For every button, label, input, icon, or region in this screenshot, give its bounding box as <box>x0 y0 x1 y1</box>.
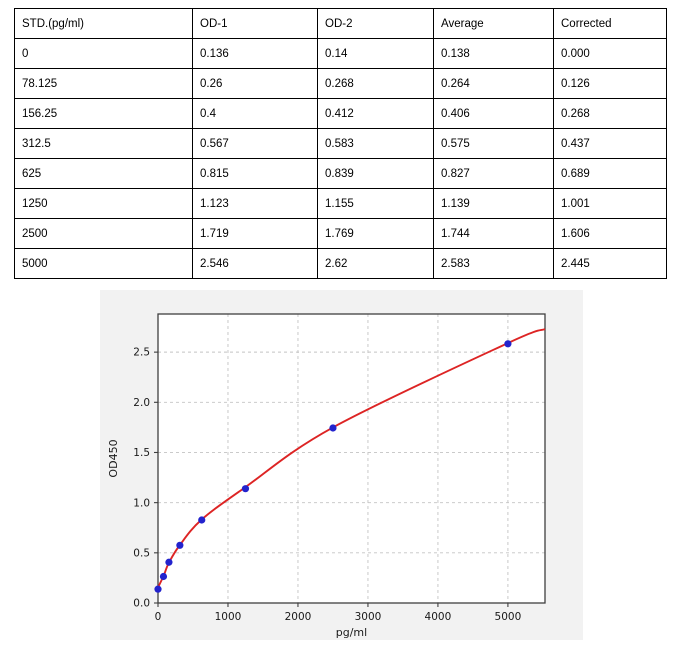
table-cell: 0.437 <box>553 128 667 159</box>
data-point <box>154 585 162 593</box>
data-point <box>329 424 337 432</box>
table-cell: 0.412 <box>317 98 434 129</box>
table-cell: 0.583 <box>317 128 434 159</box>
table-cell: 0.689 <box>553 158 667 189</box>
table-cell: 0.136 <box>192 38 318 69</box>
table-cell: 0.406 <box>433 98 554 129</box>
table-cell: 0 <box>14 38 193 69</box>
standards-table: STD.(pg/ml) OD-1 OD-2 Average Corrected 0 0.1… <box>14 8 667 279</box>
column-header: Average <box>433 8 554 39</box>
y-tick-label: 0.0 <box>133 598 150 610</box>
table-cell: 1.769 <box>317 218 434 249</box>
column-header: Corrected <box>553 8 667 39</box>
y-tick-label: 0.5 <box>133 547 150 559</box>
table-cell: 0.839 <box>317 158 434 189</box>
data-point <box>165 558 173 566</box>
table-row: 312.5 0.567 0.583 0.575 0.437 <box>14 128 667 159</box>
table-cell: 1.155 <box>317 188 434 219</box>
x-tick-label: 5000 <box>495 611 522 623</box>
table-cell: 0.268 <box>553 98 667 129</box>
standards-table-body: 0 0.136 0.14 0.138 0.000 78.125 0.26 0.268 0.264… <box>14 38 667 279</box>
fit-curve <box>157 328 546 588</box>
table-cell: 1.123 <box>192 188 318 219</box>
y-tick-label: 2.0 <box>133 397 150 409</box>
table-cell: 0.575 <box>433 128 554 159</box>
table-cell: 0.000 <box>553 38 667 69</box>
table-cell: 1.606 <box>553 218 667 249</box>
table-cell: 0.26 <box>192 68 318 99</box>
x-tick-label: 2000 <box>285 611 312 623</box>
table-cell: 0.138 <box>433 38 554 69</box>
x-axis-label: pg/ml <box>336 626 367 639</box>
table-cell: 0.827 <box>433 158 554 189</box>
table-cell: 0.4 <box>192 98 318 129</box>
table-cell: 0.264 <box>433 68 554 99</box>
x-tick-label: 0 <box>155 611 162 623</box>
table-cell: 1250 <box>14 188 193 219</box>
standards-table-head: STD.(pg/ml) OD-1 OD-2 Average Corrected <box>14 8 667 39</box>
column-header: OD-2 <box>317 8 434 39</box>
table-cell: 5000 <box>14 248 193 279</box>
table-cell: 2.583 <box>433 248 554 279</box>
table-cell: 0.815 <box>192 158 318 189</box>
data-point <box>198 516 206 524</box>
table-cell: 0.126 <box>553 68 667 99</box>
plot-area <box>158 314 545 603</box>
table-cell: 625 <box>14 158 193 189</box>
table-row: 0 0.136 0.14 0.138 0.000 <box>14 38 667 69</box>
table-cell: 0.567 <box>192 128 318 159</box>
table-row: 625 0.815 0.839 0.827 0.689 <box>14 158 667 189</box>
table-cell: 78.125 <box>14 68 193 99</box>
x-tick-label: 1000 <box>215 611 242 623</box>
table-cell: 0.268 <box>317 68 434 99</box>
table-cell: 1.001 <box>553 188 667 219</box>
y-tick-label: 2.5 <box>133 347 150 359</box>
x-tick-label: 3000 <box>355 611 382 623</box>
y-axis-label: OD450 <box>107 439 120 477</box>
table-cell: 312.5 <box>14 128 193 159</box>
table-row: 5000 2.546 2.62 2.583 2.445 <box>14 248 667 279</box>
table-cell: 1.744 <box>433 218 554 249</box>
table-row: 1250 1.123 1.155 1.139 1.001 <box>14 188 667 219</box>
table-cell: 2.546 <box>192 248 318 279</box>
table-row: 78.125 0.26 0.268 0.264 0.126 <box>14 68 667 99</box>
table-row: 156.25 0.4 0.412 0.406 0.268 <box>14 98 667 129</box>
y-tick-label: 1.5 <box>133 447 150 459</box>
table-cell: 2.445 <box>553 248 667 279</box>
data-point <box>159 572 168 581</box>
table-row: 2500 1.719 1.769 1.744 1.606 <box>14 218 667 249</box>
column-header: OD-1 <box>192 8 318 39</box>
plot-border <box>157 313 546 604</box>
table-header-row: STD.(pg/ml) OD-1 OD-2 Average Corrected <box>14 8 667 39</box>
data-point <box>504 340 512 348</box>
y-tick-label: 1.0 <box>133 497 150 509</box>
data-point <box>241 485 250 493</box>
table-cell: 2500 <box>14 218 193 249</box>
x-tick-label: 4000 <box>425 611 452 623</box>
table-cell: 1.139 <box>433 188 554 219</box>
column-header: STD.(pg/ml) <box>14 8 193 39</box>
table-cell: 156.25 <box>14 98 193 129</box>
table-cell: 0.14 <box>317 38 434 69</box>
data-point <box>176 541 184 549</box>
standard-curve-figure: 0 1000 2000 3000 4000 5000 0.0 0.5 1.0 1.5 2.0 2.5 O… <box>100 290 583 640</box>
table-cell: 1.719 <box>192 218 318 249</box>
table-cell: 2.62 <box>317 248 434 279</box>
standard-curve-chart: 0 1000 2000 3000 4000 5000 0.0 0.5 1.0 1.5 2.0 2.5 O… <box>107 313 546 639</box>
